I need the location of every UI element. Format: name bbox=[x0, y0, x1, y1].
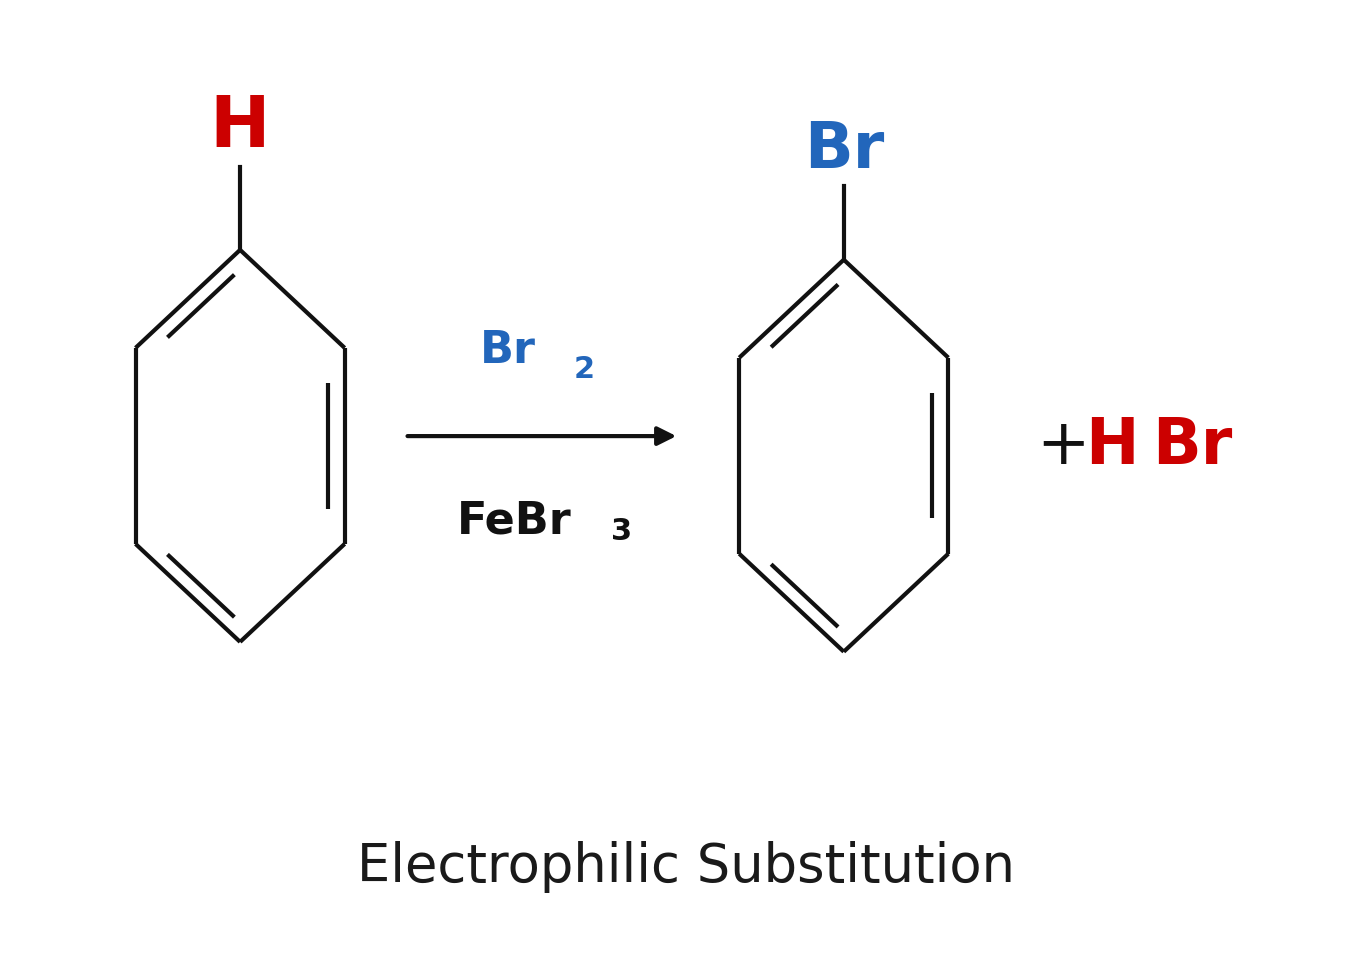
Text: H: H bbox=[210, 93, 270, 162]
Text: 3: 3 bbox=[611, 517, 631, 547]
Text: Br: Br bbox=[804, 120, 884, 181]
Text: Electrophilic Substitution: Electrophilic Substitution bbox=[357, 841, 1015, 894]
Text: Br: Br bbox=[1152, 415, 1232, 477]
Text: FeBr: FeBr bbox=[457, 500, 572, 543]
Text: 2: 2 bbox=[573, 355, 594, 384]
Text: H: H bbox=[1085, 415, 1139, 477]
Text: +: + bbox=[1037, 415, 1089, 477]
Text: Br: Br bbox=[480, 329, 535, 372]
